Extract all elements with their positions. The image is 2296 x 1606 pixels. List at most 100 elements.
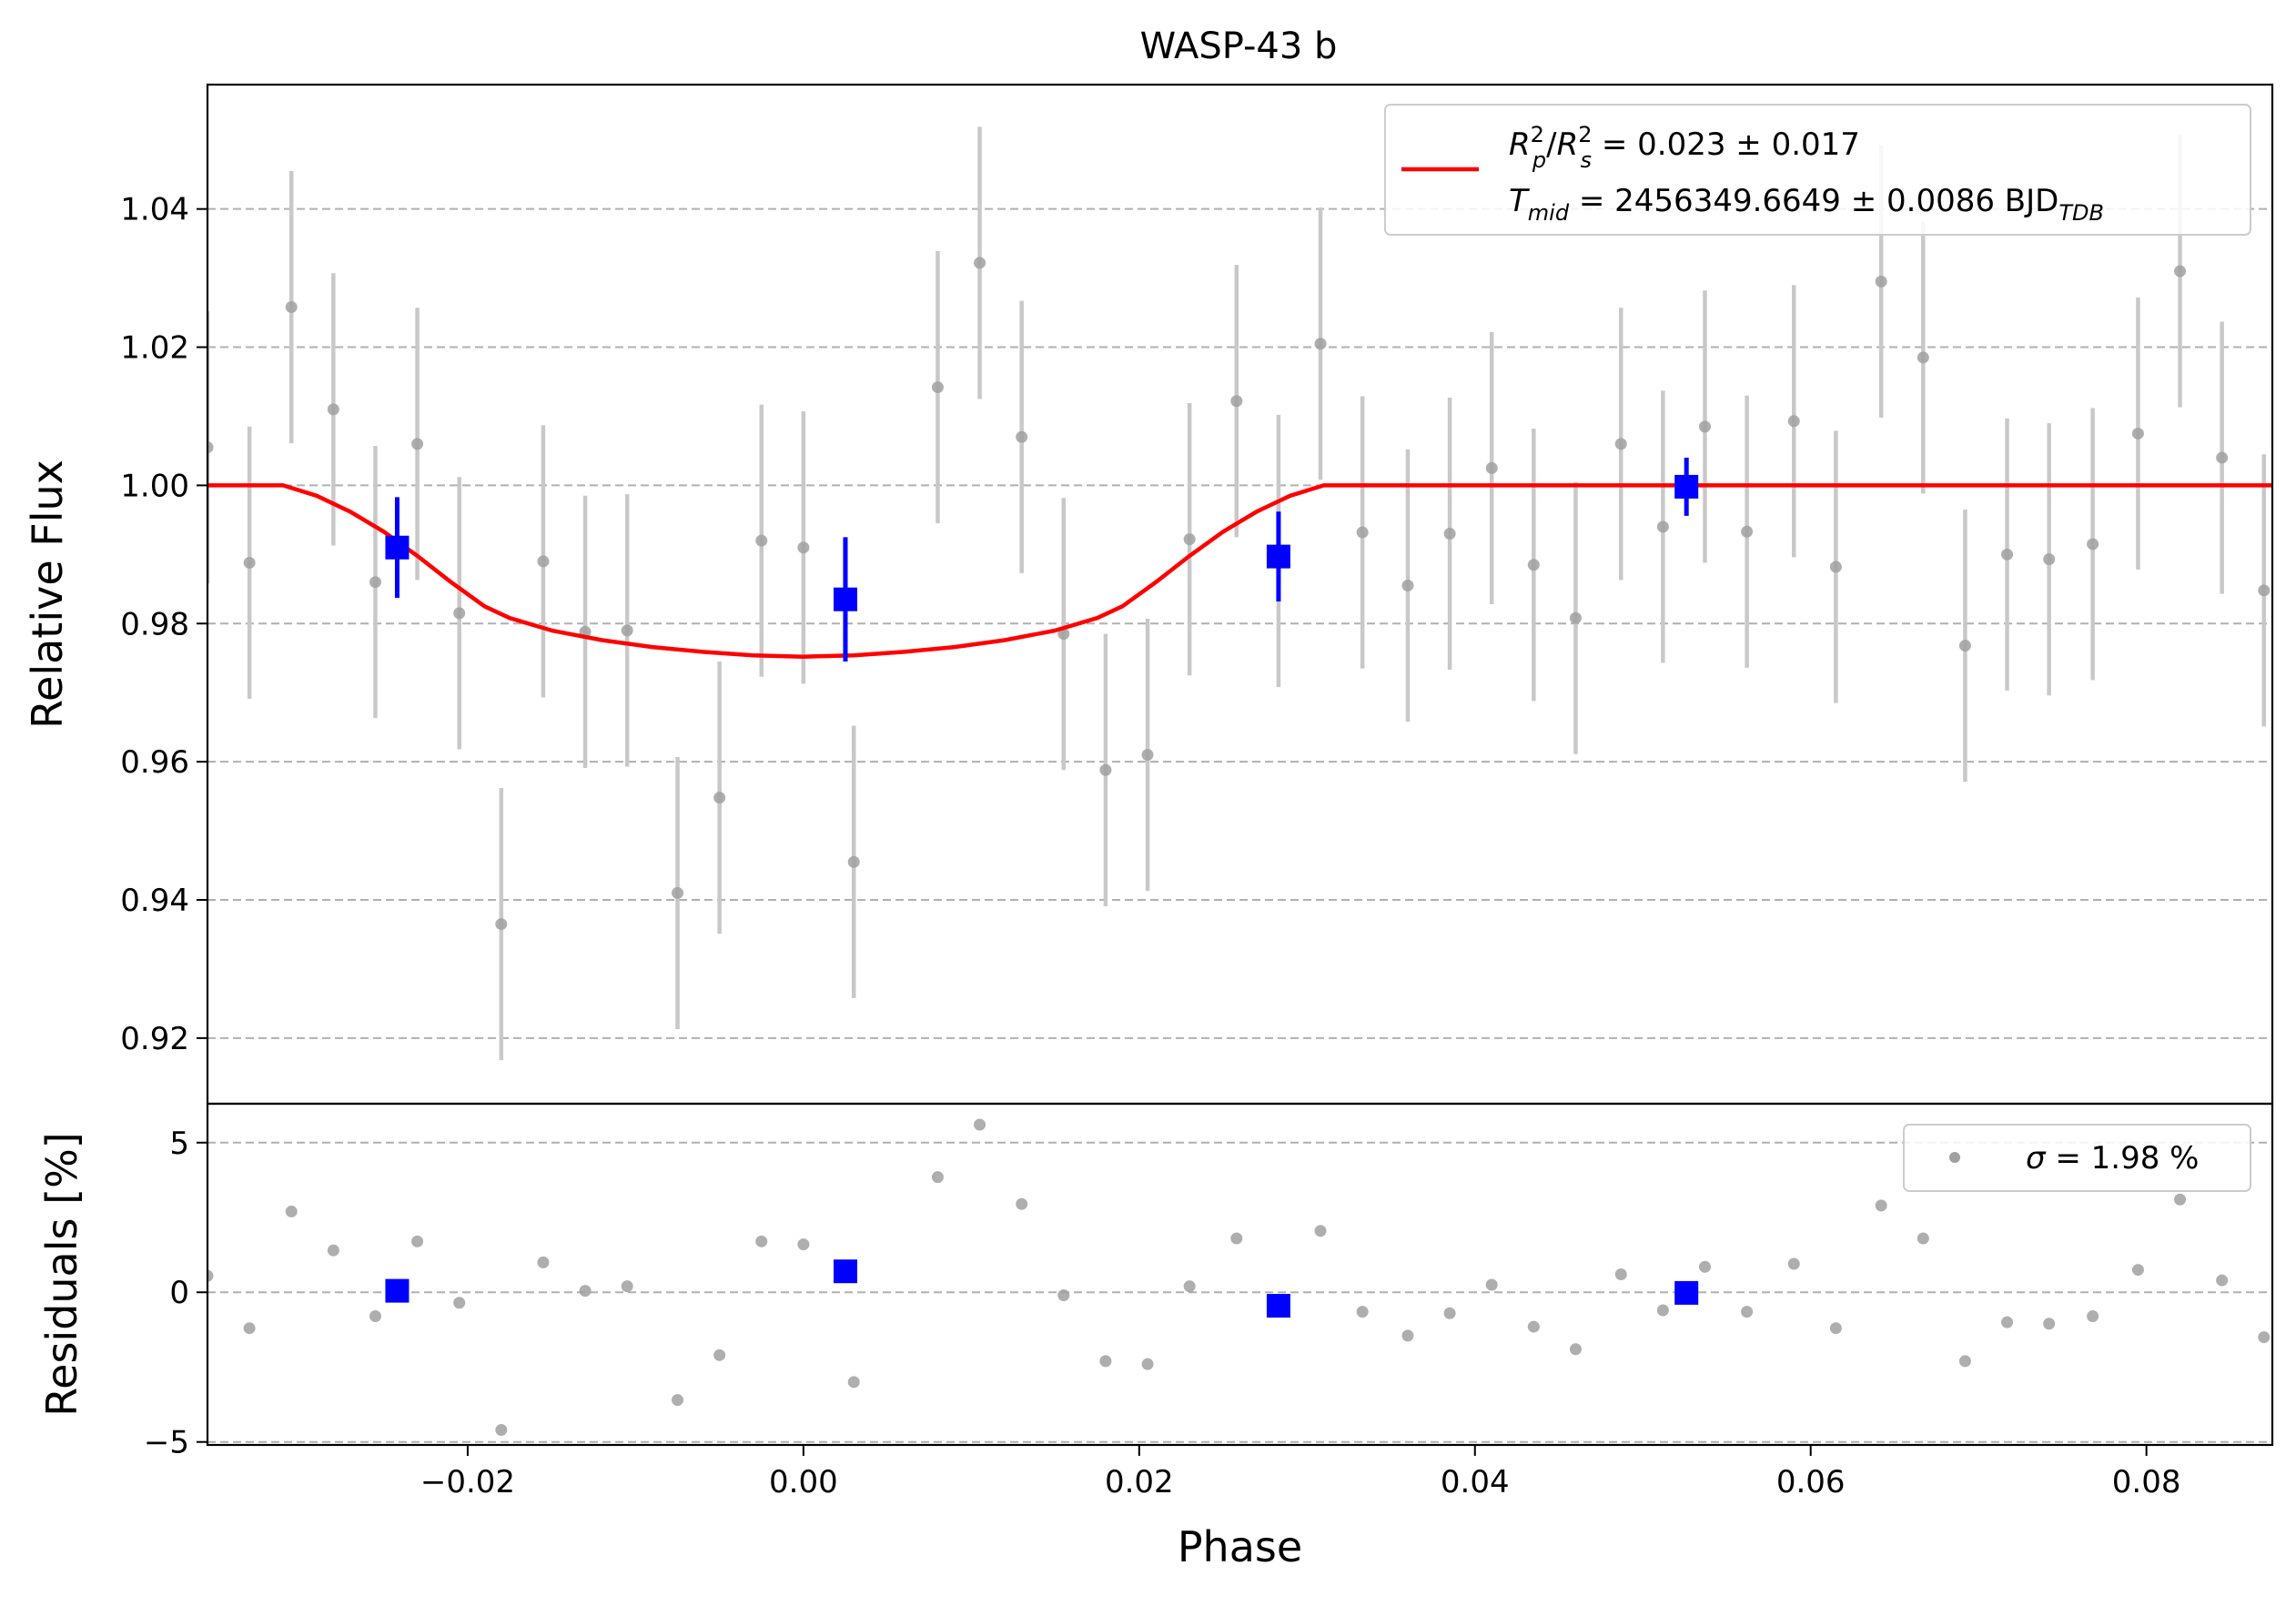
phase-x-ticks: −0.02 0.00 0.02 0.04 0.06 0.08 — [420, 1445, 2181, 1500]
flux-raw-point — [2001, 548, 2014, 561]
residual-binned-point — [833, 1259, 857, 1284]
flux-y-tick-label: 1.02 — [120, 330, 189, 367]
residual-raw-point — [1917, 1232, 1929, 1245]
legend-slash: / — [1546, 126, 1557, 163]
flux-raw-point — [931, 381, 944, 394]
residual-raw-point — [2131, 1264, 2144, 1277]
flux-raw-point — [285, 301, 298, 314]
residual-raw-point — [453, 1297, 466, 1309]
residual-raw-point — [1314, 1225, 1327, 1237]
residual-raw-point — [672, 1394, 684, 1407]
flux-panel: 0.92 0.94 0.96 0.98 1.00 1.02 1.04 Relative Fl… — [23, 83, 2274, 1106]
residual-raw-point — [2043, 1318, 2056, 1330]
flux-raw-point — [243, 556, 256, 569]
legend-t-sub: mid — [1528, 200, 1570, 226]
flux-raw-point — [847, 855, 860, 868]
legend-t-base: T — [1509, 183, 1530, 219]
residuals-y-ticks: −5 0 5 — [144, 1126, 207, 1461]
flux-raw-point — [621, 624, 633, 637]
legend-tmid-value: = 2456349.6649 ± 0.0086 BJD — [1569, 183, 2058, 219]
residual-raw-point — [207, 1269, 214, 1282]
residual-raw-point — [327, 1244, 339, 1257]
flux-y-tick-label: 0.98 — [120, 606, 189, 642]
chart-title: WASP-43 b — [1140, 25, 1338, 67]
residual-raw-point — [847, 1376, 860, 1389]
legend-sigma-symbol: σ — [2026, 1140, 2047, 1177]
flux-raw-point — [2043, 553, 2056, 566]
flux-binned-point — [385, 535, 410, 560]
flux-raw-point — [1401, 580, 1414, 592]
residual-raw-point — [1443, 1307, 1456, 1319]
residual-raw-point — [495, 1424, 508, 1437]
flux-raw-point — [1656, 520, 1669, 533]
flux-y-tick-label: 0.94 — [120, 883, 189, 919]
residual-raw-point — [579, 1285, 592, 1298]
flux-raw-point — [1527, 559, 1540, 571]
legend-rs-base: R — [1557, 126, 1579, 163]
flux-y-tick-label: 1.04 — [120, 192, 189, 228]
flux-raw-point — [1230, 395, 1243, 408]
residual-raw-point — [1741, 1306, 1754, 1318]
residual-raw-point — [974, 1118, 986, 1131]
flux-grid — [207, 207, 2272, 1039]
transit-model-line — [207, 483, 2272, 659]
legend-rp-sup: 2 — [1531, 122, 1544, 147]
flux-raw-point — [1917, 351, 1929, 364]
flux-raw-point — [207, 441, 214, 454]
flux-axis-label: Relative Flux — [23, 460, 72, 729]
legend-tdb-sub: TDB — [2058, 200, 2104, 226]
flux-raw-point — [1314, 338, 1327, 350]
residual-binned-point — [1674, 1280, 1699, 1305]
residuals-y-tick-label: 0 — [169, 1275, 189, 1311]
flux-raw-point — [1443, 528, 1456, 540]
flux-binned-point — [833, 587, 857, 611]
residual-raw-point — [1485, 1278, 1498, 1291]
flux-y-tick-label: 0.96 — [120, 744, 189, 781]
residual-raw-point — [621, 1280, 633, 1293]
residuals-y-tick-label: −5 — [144, 1425, 189, 1461]
flux-binned-points — [385, 458, 1699, 662]
residual-raw-point — [2087, 1310, 2099, 1323]
residual-raw-point — [1057, 1289, 1070, 1302]
residuals-panel-frame — [206, 1102, 2274, 1447]
residuals-binned-points — [385, 1259, 1699, 1318]
residual-raw-point — [2001, 1316, 2014, 1328]
residual-raw-point — [1829, 1322, 1842, 1335]
residual-raw-point — [411, 1235, 424, 1247]
flux-raw-point — [1485, 461, 1498, 474]
residual-raw-point — [1527, 1320, 1540, 1333]
flux-raw-point — [1141, 749, 1154, 762]
legend-radius-ratio: R2 p/R2 s = 0.023 ± 0.017 — [1509, 122, 1860, 173]
residual-raw-point — [1401, 1329, 1414, 1342]
phase-x-tick-label: 0.08 — [2112, 1464, 2181, 1500]
flux-raw-point — [1016, 430, 1028, 443]
legend-sigma: σ = 1.98 % — [2026, 1140, 2199, 1177]
flux-y-tick-label: 0.92 — [120, 1021, 189, 1057]
flux-panel-frame — [206, 83, 2274, 1106]
flux-raw-point — [2131, 427, 2144, 439]
flux-raw-point — [1099, 763, 1112, 776]
residual-raw-point — [1016, 1197, 1028, 1210]
residual-raw-point — [2174, 1193, 2187, 1206]
flux-raw-point — [1958, 640, 1971, 652]
residual-raw-point — [1183, 1280, 1196, 1293]
flux-raw-point — [2216, 451, 2229, 464]
flux-binned-point — [1674, 474, 1699, 499]
residual-raw-point — [797, 1238, 810, 1251]
residual-raw-point — [1230, 1232, 1243, 1245]
flux-raw-point — [974, 257, 986, 269]
flux-raw-point — [797, 541, 810, 554]
phase-x-tick-label: 0.02 — [1105, 1464, 1174, 1500]
flux-raw-point — [1875, 275, 1887, 288]
residual-raw-point — [1656, 1304, 1669, 1317]
flux-raw-point — [2087, 538, 2099, 550]
flux-model — [207, 483, 2272, 659]
residual-raw-point — [285, 1205, 298, 1217]
flux-raw-point — [1356, 526, 1369, 539]
phase-x-tick-label: 0.04 — [1441, 1464, 1510, 1500]
residuals-y-tick-label: 5 — [169, 1126, 189, 1162]
residuals-legend: σ = 1.98 % — [1903, 1124, 2251, 1192]
flux-raw-point — [369, 576, 381, 589]
